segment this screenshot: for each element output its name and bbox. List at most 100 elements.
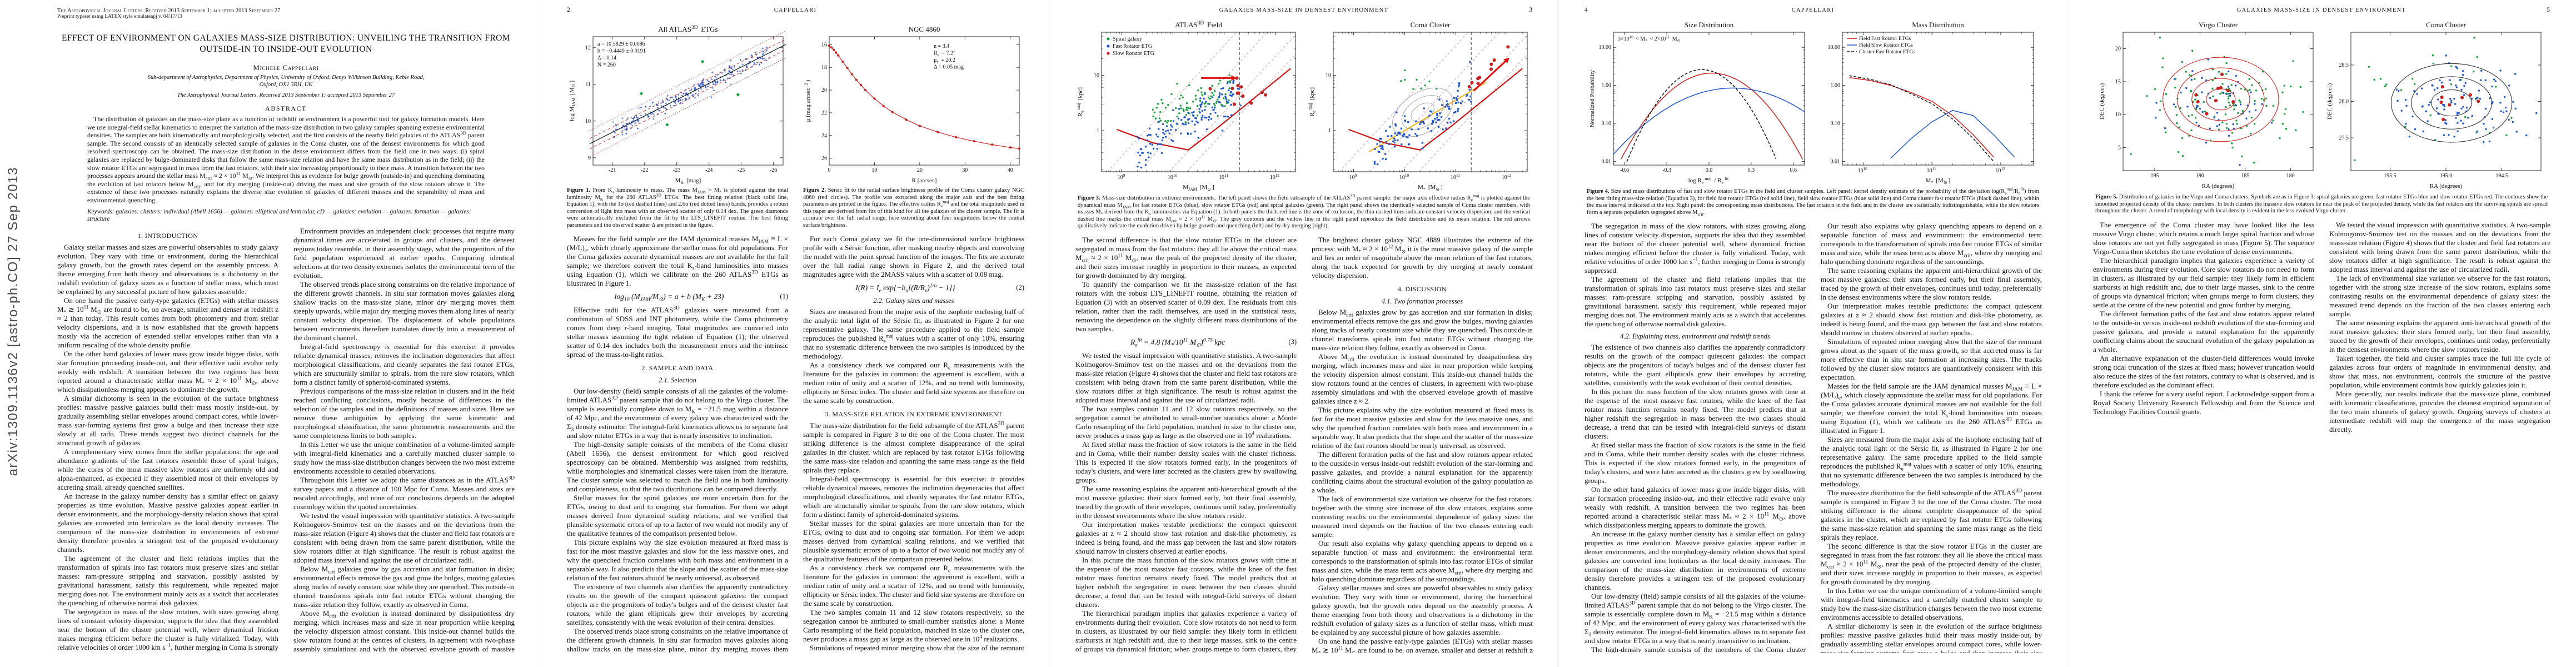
svg-text:0.0: 0.0 (1706, 167, 1713, 173)
equation-number: (3) (1288, 338, 1297, 346)
svg-text:12: 12 (585, 45, 591, 51)
figure-panel: Mass Distribution 1010 1011 1012 0.01 0.10… (1816, 19, 2039, 186)
author-name: Michele Cappellari (253, 63, 319, 72)
body-paragraph: At fixed stellar mass the fraction of sl… (1585, 441, 1806, 485)
body-paragraph: Our interpretation makes testable predic… (1075, 520, 1297, 555)
equation-number: (1) (780, 292, 788, 301)
body-paragraph: We tested the visual impression with qua… (2329, 220, 2550, 273)
svg-text:15: 15 (2115, 79, 2121, 85)
svg-text:-21: -21 (609, 167, 616, 173)
svg-text:Δ = 0.05 mag: Δ = 0.05 mag (934, 64, 964, 71)
body-paragraph: As a consistency check we compared our R… (803, 360, 1024, 405)
svg-text:RA (degrees): RA (degrees) (2430, 183, 2463, 190)
body-paragraph: Masses for the field sample are the JAM … (1821, 382, 2042, 435)
svg-text:10.00: 10.00 (1599, 44, 1612, 51)
body-paragraph: Galaxy stellar masses and sizes are powe… (1312, 583, 1533, 636)
fig4a-chart: Size Distribution -0.6 -0.3 0.0 0.3 0.6 0.01 0.… (1589, 21, 1805, 185)
body-paragraph: The same reasoning explains the apparent… (1821, 266, 2042, 302)
body-paragraph: The segregation in mass of the slow rota… (57, 607, 278, 653)
svg-text:Normalized Probability: Normalized Probability (1589, 69, 1596, 127)
series-fast-rotator-etg (1136, 79, 1243, 169)
svg-text:Virgo Cluster: Virgo Cluster (2199, 21, 2238, 29)
body-paragraph: In this picture the mass function of the… (1075, 555, 1297, 609)
svg-text:0.01: 0.01 (1602, 158, 1612, 165)
fig5b-chart: Coma Cluster 195.5 195.0 194.5 27.5 28.0 28.5 R… (2326, 21, 2542, 190)
figure-panel: Virgo Cluster 195 190 185 180 5 10 15 20 RA (degr… (2097, 19, 2318, 191)
fig3b-chart: Coma Cluster 109 1010 1011 1012 1 10 M* [M⊙… (1308, 21, 1528, 192)
svg-text:109: 109 (1118, 173, 1127, 181)
body-paragraph: The high-density sample consists of the … (1591, 645, 1806, 653)
svg-text:3×1010 < M* < 2×1011 M⊙: 3×1010 < M* < 2×1011 M⊙ (1618, 35, 1682, 43)
fig1-chart: All ATLAS3D ETGs -21 -22 -23 -24 -25 -26 9 10 11 1… (569, 25, 787, 185)
body-paragraph: In this picture the mass function of the… (1585, 387, 1806, 441)
figure-panel: All ATLAS3D ETGs -21 -22 -23 -24 -25 -26 9 10 11 1… (567, 23, 788, 186)
body-paragraph: We tested the visual impression with qua… (293, 511, 515, 564)
body-paragraph: On the other hand galaxies of lower mass… (57, 349, 278, 394)
svg-text:5: 5 (2118, 145, 2121, 151)
body-paragraph: The segregation in mass of the slow rota… (1585, 222, 1806, 275)
section-heading: 4. DISCUSSION (1398, 285, 1447, 293)
svg-text:R [arcsec]: R [arcsec] (912, 177, 937, 184)
affiliation-line-1: Sub-department of Astrophysics, Departme… (147, 74, 425, 81)
series-spiral-galaxy (2354, 37, 2513, 162)
arxiv-stamp: arXiv:1309.1136v2 [astro-ph.CO] 27 Sep 2… (6, 167, 21, 476)
column-right: Our result also explains why galaxy quen… (1821, 222, 2042, 653)
svg-text:Cluster Fast Rotator ETGs: Cluster Fast Rotator ETGs (1859, 49, 1915, 55)
svg-text:1011: 1011 (1927, 167, 1937, 174)
body-paragraph: The mass-size distribution for the field… (1821, 489, 2042, 542)
body-paragraph: The observed trends place strong constra… (567, 626, 788, 653)
svg-text:-24: -24 (705, 167, 712, 173)
page-number-left: 4 (1585, 7, 1588, 13)
page-1: The Astrophysical Journal Letters. Recei… (32, 0, 540, 667)
column-left: The emergence of the Coma cluster may ha… (2093, 221, 2314, 653)
body-paragraph: Our result also explains why galaxy quen… (1821, 222, 2042, 266)
svg-text:190: 190 (2196, 173, 2204, 179)
page-body: Virgo Cluster 195 190 185 180 5 10 15 20 RA (degr… (2093, 19, 2550, 653)
body-paragraph: The lack of environmental size variation… (1312, 494, 1533, 539)
subsection-heading: 2.2. Galaxy sizes and masses (873, 296, 954, 305)
page-5: GALAXIES MASS-SIZE IN DENSEST ENVIRONMEN… (2067, 0, 2575, 667)
body-paragraph: The second difference is that the slow r… (1075, 235, 1297, 280)
svg-text:1012: 1012 (1995, 167, 2006, 174)
columns: The segregation in mass of the slow rota… (1585, 222, 2042, 653)
svg-text:Field Slow Rotator ETGs: Field Slow Rotator ETGs (1859, 43, 1913, 48)
body-paragraph: The hierarchical paradigm implies that g… (2093, 256, 2314, 309)
equation: Refit = 4.8 (M*/1011 M⊙)0.75 kpc (3) (1075, 337, 1297, 348)
columns: The emergence of the Coma cluster may ha… (2093, 221, 2550, 653)
figure-caption: Figure 3. Mass-size distribution in extr… (1078, 193, 1531, 230)
svg-text:MJAM [M⊙ ]: MJAM [M⊙ ] (1183, 184, 1214, 192)
series-spiral-galaxy (1400, 69, 1438, 90)
body-paragraph: On the other hand galaxies of lower mass… (1585, 485, 1806, 530)
svg-text:18: 18 (821, 64, 827, 71)
svg-text:MK [mag]: MK [mag] (675, 177, 701, 185)
svg-text:30: 30 (962, 167, 968, 173)
svg-text:180: 180 (2286, 173, 2295, 179)
figure-row: ATLAS3D Field 109 1010 1011 1012 1 10 MJAM … (1075, 19, 1532, 192)
page-3: GALAXIES MASS-SIZE IN DENSEST ENVIRONMEN… (1049, 0, 1558, 667)
svg-text:NGC 4860: NGC 4860 (909, 25, 940, 33)
abstract-heading: ABSTRACT (265, 104, 307, 112)
body-paragraph: The observed trends place strong constra… (293, 280, 515, 342)
svg-text:-25: -25 (738, 167, 745, 173)
svg-text:195.5: 195.5 (2384, 173, 2396, 179)
subsection-heading: 4.2. Explaining mass, environment and re… (1620, 332, 1770, 341)
body-paragraph: Stellar masses for the spiral galaxies a… (567, 493, 788, 537)
figure-caption: Figure 4. Size and mass distributions of… (1587, 186, 2039, 217)
svg-text:n = 3.4: n = 3.4 (934, 43, 949, 49)
series-fast-rotator-etg (2155, 58, 2273, 166)
body-paragraph: The different formation paths of the fas… (1312, 450, 1533, 494)
svg-text:0.6: 0.6 (1790, 167, 1797, 173)
equation-body: log10 (MJAM/M⊙) = a + b (MK + 23) (614, 292, 724, 303)
svg-text:10: 10 (1326, 72, 1331, 78)
svg-text:μ (mag arcsec−2 ): μ (mag arcsec−2 ) (804, 79, 811, 122)
page-body: ATLAS3D Field 109 1010 1011 1012 1 10 MJAM … (1075, 19, 1533, 653)
svg-text:20: 20 (821, 87, 827, 93)
running-header: 2 CAPPELLARI (567, 7, 1024, 15)
body-paragraph: An increase in the galaxy number density… (57, 491, 278, 554)
svg-text:μe = 20.2: μe = 20.2 (934, 57, 955, 64)
body-paragraph: The two samples contain 11 and 12 slow r… (803, 608, 1024, 643)
body-paragraph: A similar dichotomy is seen in the evolu… (1821, 622, 2042, 653)
svg-text:1012: 1012 (1502, 173, 1512, 181)
svg-text:10: 10 (1094, 72, 1099, 78)
keywords-line: Keywords: galaxies: clusters: individual… (87, 208, 471, 223)
